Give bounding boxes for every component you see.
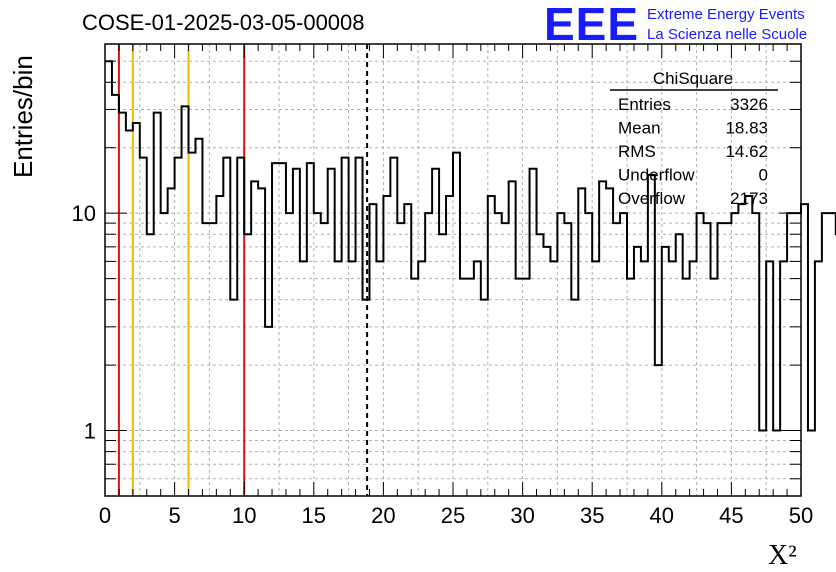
x-tick-label: 5 bbox=[168, 503, 180, 528]
stats-value: 14.62 bbox=[725, 142, 768, 161]
x-tick-label: 10 bbox=[232, 503, 256, 528]
x-tick-label: 25 bbox=[441, 503, 465, 528]
x-tick-label: 30 bbox=[510, 503, 534, 528]
eee-logo: EEE Extreme Energy Events La Scienza nel… bbox=[544, 0, 807, 50]
stats-box: ChiSquare Entries 3326 Mean 18.83 RMS 14.62 Un… bbox=[610, 69, 778, 208]
logo-mark: EEE bbox=[544, 0, 640, 50]
stats-label: RMS bbox=[618, 142, 656, 161]
reference-lines-layer bbox=[117, 44, 369, 496]
stats-label: Overflow bbox=[618, 189, 686, 208]
x-tick-label: 0 bbox=[99, 503, 111, 528]
x-tick-label: 15 bbox=[302, 503, 326, 528]
y-axis-label: Entries/bin bbox=[8, 55, 38, 178]
x-tick-label: 40 bbox=[650, 503, 674, 528]
x-tick-label: 50 bbox=[789, 503, 813, 528]
logo-text: Extreme Energy Events La Scienza nelle S… bbox=[647, 5, 807, 45]
logo-line-2: La Scienza nelle Scuole bbox=[647, 26, 808, 43]
stats-label: Underflow bbox=[618, 166, 695, 185]
stats-value: 3326 bbox=[730, 95, 768, 114]
x-axis-label: X² bbox=[768, 540, 797, 571]
plot-title: COSE-01-2025-03-05-00008 bbox=[82, 10, 365, 35]
stats-title: ChiSquare bbox=[653, 69, 733, 88]
stats-label: Mean bbox=[618, 119, 661, 138]
logo-line-1: Extreme Energy Events bbox=[647, 6, 805, 23]
stats-value: 0 bbox=[759, 166, 768, 185]
stats-value: 18.83 bbox=[725, 119, 768, 138]
grid-layer bbox=[105, 44, 801, 496]
x-tick-label: 35 bbox=[580, 503, 604, 528]
stats-value: 2173 bbox=[730, 189, 768, 208]
y-tick-label: 1 bbox=[84, 419, 96, 444]
y-tick-label: 10 bbox=[72, 201, 96, 226]
tick-labels-layer: 0 5 10 15 20 25 30 35 40 45 50 1 10 bbox=[72, 201, 814, 528]
x-tick-label: 20 bbox=[371, 503, 395, 528]
histogram-outline bbox=[105, 60, 836, 432]
ticks-layer bbox=[104, 44, 802, 497]
stats-label: Entries bbox=[618, 95, 671, 114]
x-tick-label: 45 bbox=[719, 503, 743, 528]
